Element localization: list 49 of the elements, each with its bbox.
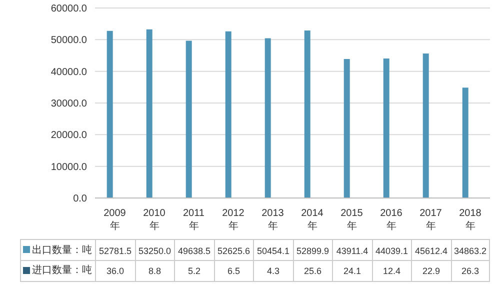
legend-label: 进口数量：吨	[32, 264, 92, 277]
bar	[304, 30, 310, 198]
x-tick-label: 2009年	[104, 208, 126, 232]
bar	[225, 31, 232, 198]
x-tick-label: 2017年	[420, 208, 442, 232]
x-tick-label: 2018年	[459, 208, 482, 232]
bar	[422, 54, 429, 198]
data-label: 8.8	[134, 260, 174, 282]
data-label: 44039.1	[372, 238, 411, 260]
data-label: 43911.4	[332, 238, 372, 260]
data-label: 52625.6	[214, 238, 253, 260]
data-label: 24.1	[332, 260, 372, 282]
bar	[264, 38, 271, 198]
y-tick-label: 30000.0	[50, 98, 88, 110]
y-tick-label: 20000.0	[50, 130, 88, 142]
bar	[462, 88, 468, 198]
y-tick-label: 60000.0	[50, 4, 88, 15]
y-tick-label: 10000.0	[50, 162, 88, 173]
x-tick-label: 2013年	[262, 208, 284, 232]
y-tick-label: 40000.0	[50, 66, 88, 78]
data-label: 50454.1	[253, 238, 292, 260]
data-label: 25.6	[292, 260, 332, 282]
x-tick-label: 2015年	[340, 208, 364, 232]
legend-label: 出口数量：吨	[32, 244, 92, 256]
bar	[186, 40, 192, 198]
x-tick-label: 2010年	[143, 208, 166, 232]
data-label: 26.3	[450, 260, 490, 282]
data-label: 52899.9	[292, 238, 332, 260]
bar	[146, 29, 152, 198]
data-label: 45612.4	[411, 238, 450, 260]
data-label: 6.5	[214, 260, 253, 282]
bar	[106, 30, 113, 198]
data-label: 49638.5	[174, 238, 214, 260]
bar	[383, 58, 390, 198]
bar	[344, 58, 350, 198]
y-tick-label: 50000.0	[50, 35, 88, 46]
x-tick-label: 2016年	[380, 208, 403, 232]
data-label: 5.2	[174, 260, 214, 282]
data-label: 53250.0	[134, 238, 174, 260]
x-tick-label: 2011年	[182, 208, 205, 232]
data-label: 36.0	[95, 260, 134, 282]
data-label: 12.4	[372, 260, 411, 282]
y-tick-label: 0.0	[73, 194, 88, 205]
x-tick-label: 2014年	[301, 208, 324, 232]
data-label: 52781.5	[95, 238, 134, 260]
data-label: 4.3	[253, 260, 292, 282]
data-label: 34863.2	[450, 238, 490, 260]
data-label: 22.9	[411, 260, 450, 282]
x-tick-label: 2012年	[222, 208, 245, 232]
